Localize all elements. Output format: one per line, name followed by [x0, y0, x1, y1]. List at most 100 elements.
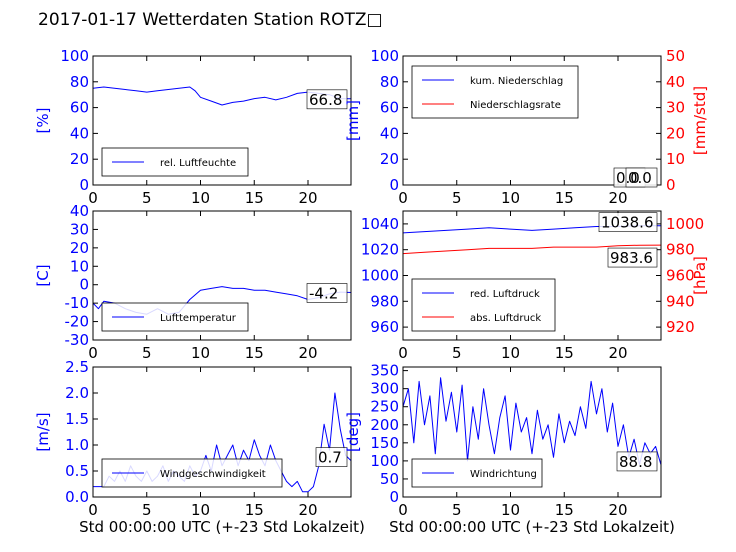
series-line-winddirection-0 [402, 377, 662, 466]
x-tick-label: 0 [398, 501, 408, 519]
plot-frame-humidity [92, 55, 352, 186]
y-axis-label: [deg] [344, 412, 362, 452]
x-tick-label: 10 [191, 501, 210, 519]
y-right-tick-label: 40 [666, 73, 685, 91]
value-label-box [598, 212, 658, 233]
x-tick-label: 5 [142, 501, 152, 519]
panel-precipitation [402, 55, 662, 188]
y-axis-label: [m/s] [34, 412, 52, 451]
y-tick-label: 0.0 [65, 488, 89, 506]
y-tick-label: 60 [70, 99, 89, 117]
value-label: 0.0 [616, 169, 640, 187]
plot-frame-temperature [92, 210, 352, 341]
y-tick-label: 1.5 [65, 410, 89, 428]
y-tick-label: 40 [70, 124, 89, 142]
legend-label: rel. Luftfeuchte [160, 158, 236, 169]
y-tick-label: -30 [65, 331, 90, 349]
value-label: 983.6 [610, 249, 653, 267]
value-label-box [306, 283, 348, 303]
y-tick-label: 100 [370, 452, 399, 470]
value-label-box [607, 247, 658, 268]
y-right-tick-label: 10 [666, 150, 685, 168]
panel-pressure [402, 210, 662, 341]
value-label: 66.8 [309, 91, 342, 109]
y-tick-label: 60 [380, 99, 399, 117]
x-tick-label: 5 [452, 344, 462, 362]
y-tick-label: -20 [65, 313, 90, 331]
x-tick-label: 15 [245, 344, 264, 362]
x-tick-label: 10 [191, 189, 210, 207]
y-tick-label: 150 [370, 434, 399, 452]
y-tick-label: 200 [370, 416, 399, 434]
y-right-tick-label: 50 [666, 47, 685, 65]
y-tick-label: 20 [70, 150, 89, 168]
value-label-box [625, 167, 658, 188]
x-tick-label: 20 [298, 344, 317, 362]
y-tick-label: 80 [380, 73, 399, 91]
legend-box-pressure [411, 278, 556, 332]
y-tick-label: 2.0 [65, 384, 89, 402]
series-line-humidity-0 [92, 86, 352, 106]
y-right-tick-label: 30 [666, 99, 685, 117]
legend-box-winddirection [411, 458, 543, 488]
y-axis-label: [%] [34, 108, 52, 134]
y-tick-label: 0.5 [65, 462, 89, 480]
x-tick-label: 10 [501, 189, 520, 207]
value-label: 88.8 [619, 453, 652, 471]
y-tick-label: 250 [370, 398, 399, 416]
y-right-tick-label: 960 [666, 267, 695, 285]
legend-label: Niederschlagsrate [470, 100, 561, 111]
legend-label: Windrichtung [470, 469, 537, 480]
y-axis-label: [mm] [344, 100, 362, 141]
x-tick-label: 5 [142, 189, 152, 207]
x-tick-label: 5 [452, 501, 462, 519]
y-tick-label: 80 [70, 73, 89, 91]
value-label: 0.7 [318, 449, 342, 467]
y-right-axis-label: [hPa] [691, 256, 709, 295]
y-right-tick-label: 20 [666, 124, 685, 142]
y-right-tick-label: 940 [666, 292, 695, 310]
x-tick-label: 15 [555, 344, 574, 362]
x-tick-label: 15 [245, 501, 264, 519]
x-tick-label: 15 [555, 501, 574, 519]
panel-humidity [92, 55, 352, 186]
legend-label: red. Luftdruck [470, 289, 540, 300]
x-tick-label: 15 [245, 189, 264, 207]
value-label-box [616, 451, 658, 472]
panel-windspeed [92, 366, 352, 498]
plot-frame-windspeed [92, 366, 352, 498]
y-tick-label: 1.0 [65, 436, 89, 454]
x-tick-label: 15 [555, 189, 574, 207]
panel-winddirection [402, 366, 662, 498]
y-tick-label: 100 [60, 47, 89, 65]
series-line-pressure-1 [402, 244, 662, 255]
y-tick-label: 100 [370, 47, 399, 65]
x-tick-label: 0 [88, 344, 98, 362]
x-tick-label: 20 [608, 501, 627, 519]
plot-frame-precipitation [402, 55, 662, 186]
figure-title: 2017-01-17 Wetterdaten Station ROTZ□ [38, 10, 383, 30]
legend-box-temperature [101, 302, 249, 332]
legend-box-precipitation [411, 65, 579, 119]
x-tick-label: 0 [88, 189, 98, 207]
x-tick-label: 10 [501, 501, 520, 519]
x-tick-label: 20 [298, 501, 317, 519]
y-right-tick-label: 980 [666, 241, 695, 259]
y-tick-label: 0 [79, 176, 89, 194]
x-tick-label: 5 [452, 189, 462, 207]
x-tick-label: 0 [398, 189, 408, 207]
x-tick-label: 20 [298, 189, 317, 207]
y-tick-label: 50 [380, 470, 399, 488]
y-right-axis-label: [mm/std] [691, 86, 709, 155]
x-tick-label: 5 [142, 344, 152, 362]
value-label: 1038.6 [601, 214, 654, 232]
value-label-box [306, 89, 348, 110]
y-tick-label: 1020 [361, 241, 399, 259]
x-tick-label: 0 [398, 344, 408, 362]
x-axis-label: Std 00:00:00 UTC (+-23 Std Lokalzeit) [389, 518, 675, 536]
y-tick-label: 40 [380, 124, 399, 142]
y-tick-label: 0 [389, 488, 399, 506]
y-tick-label: 10 [70, 257, 89, 275]
y-tick-label: 40 [70, 202, 89, 220]
